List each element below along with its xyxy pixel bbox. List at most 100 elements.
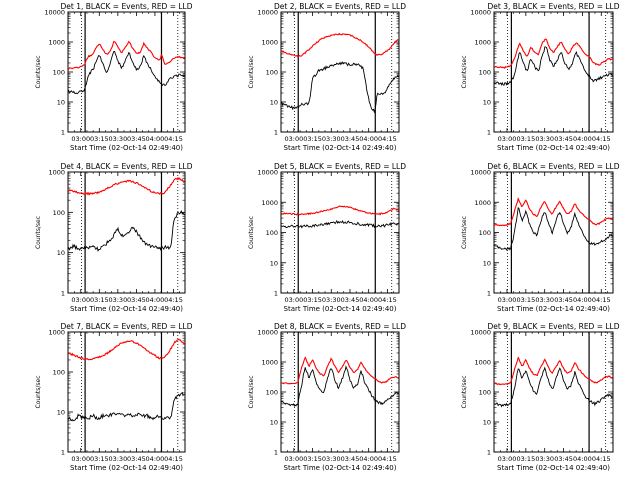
x-tick-label: 03:30 xyxy=(108,296,127,304)
x-tick-label: 04:00 xyxy=(573,455,592,463)
x-tick-label: 04:00 xyxy=(146,296,165,304)
x-tick-label: 03:00 xyxy=(71,135,90,143)
y-tick-label: 1 xyxy=(274,129,278,137)
y-tick-label: 1 xyxy=(61,290,65,298)
x-tick-label: 03:30 xyxy=(535,296,554,304)
y-axis-label: Counts/sec xyxy=(461,216,468,249)
x-tick-label: 03:00 xyxy=(71,455,90,463)
y-tick-label: 10 xyxy=(270,419,278,427)
lld-series-line xyxy=(494,356,613,386)
plot-title: Det 7, BLACK = Events, RED = LLD xyxy=(60,322,192,331)
y-tick-label: 1 xyxy=(61,449,65,457)
events-series-line xyxy=(494,366,613,408)
y-tick-label: 100 xyxy=(266,69,278,77)
lld-series-line xyxy=(68,176,185,196)
plot-title: Det 5, BLACK = Events, RED = LLD xyxy=(274,162,406,171)
y-tick-label: 100 xyxy=(479,229,491,237)
plot-title: Det 3, BLACK = Events, RED = LLD xyxy=(487,2,619,11)
y-axis-label: Counts/sec xyxy=(248,55,255,88)
plot-title: Det 2, BLACK = Events, RED = LLD xyxy=(274,2,406,11)
y-tick-label: 100 xyxy=(479,389,491,397)
y-axis-label: Counts/sec xyxy=(461,375,468,408)
y-tick-label: 1000 xyxy=(261,199,278,207)
x-axis-label: Start Time (02-Oct-14 02:49:40) xyxy=(70,464,183,472)
x-tick-label: 03:15 xyxy=(90,296,109,304)
events-series-line xyxy=(494,206,613,251)
events-series-line xyxy=(68,391,185,422)
y-tick-label: 10 xyxy=(483,259,491,267)
y-axis-label: Counts/sec xyxy=(248,216,255,249)
y-tick-label: 100 xyxy=(479,69,491,77)
x-tick-label: 03:15 xyxy=(303,455,322,463)
x-tick-label: 04:00 xyxy=(146,455,165,463)
y-tick-label: 10 xyxy=(57,99,65,107)
y-axis-label: Counts/sec xyxy=(35,216,42,249)
y-tick-label: 100 xyxy=(266,389,278,397)
x-tick-label: 03:00 xyxy=(498,296,517,304)
plot-frame xyxy=(67,171,186,294)
detector-panel-9: Det 9, BLACK = Events, RED = LLD Counts/s… xyxy=(461,322,620,472)
x-axis-label: Start Time (02-Oct-14 02:49:40) xyxy=(497,305,610,313)
x-tick-label: 03:45 xyxy=(127,455,146,463)
y-tick-label: 10 xyxy=(483,99,491,107)
events-series-line xyxy=(68,51,185,95)
x-tick-label: 04:00 xyxy=(359,296,378,304)
lld-series-line xyxy=(281,205,399,216)
x-tick-label: 04:00 xyxy=(359,135,378,143)
detector-panel-2: Det 2, BLACK = Events, RED = LLD Counts/s… xyxy=(248,2,406,152)
x-axis-label: Start Time (02-Oct-14 02:49:40) xyxy=(284,144,397,152)
x-tick-label: 03:45 xyxy=(341,296,360,304)
y-tick-label: 1 xyxy=(274,290,278,298)
x-tick-label: 03:00 xyxy=(285,135,304,143)
x-tick-label: 03:30 xyxy=(108,455,127,463)
x-tick-label: 03:15 xyxy=(303,135,322,143)
x-tick-label: 04:15 xyxy=(378,296,397,304)
x-tick-label: 03:00 xyxy=(71,296,90,304)
x-tick-label: 04:15 xyxy=(378,455,397,463)
y-tick-label: 10000 xyxy=(257,169,278,177)
y-axis-label: Counts/sec xyxy=(35,55,42,88)
x-tick-label: 04:15 xyxy=(164,455,183,463)
events-series-line xyxy=(281,219,399,229)
y-tick-label: 10000 xyxy=(44,9,65,17)
x-tick-label: 04:15 xyxy=(164,135,183,143)
plot-title: Det 4, BLACK = Events, RED = LLD xyxy=(60,162,192,171)
x-tick-label: 04:00 xyxy=(573,296,592,304)
y-tick-label: 1 xyxy=(61,129,65,137)
x-tick-label: 04:00 xyxy=(359,455,378,463)
x-axis-label: Start Time (02-Oct-14 02:49:40) xyxy=(284,305,397,313)
y-tick-label: 1000 xyxy=(48,329,65,337)
x-tick-label: 03:15 xyxy=(516,296,535,304)
y-axis-label: Counts/sec xyxy=(248,375,255,408)
detector-panel-5: Det 5, BLACK = Events, RED = LLD Counts/s… xyxy=(248,162,406,313)
x-tick-label: 03:45 xyxy=(554,296,573,304)
x-tick-label: 03:30 xyxy=(322,296,341,304)
x-tick-label: 03:00 xyxy=(285,296,304,304)
y-tick-label: 1 xyxy=(487,290,491,298)
plot-frame xyxy=(67,331,186,453)
x-tick-label: 03:15 xyxy=(90,135,109,143)
y-tick-label: 1000 xyxy=(261,39,278,47)
detector-panel-6: Det 6, BLACK = Events, RED = LLD Counts/s… xyxy=(461,162,620,313)
x-tick-label: 03:30 xyxy=(322,135,341,143)
x-tick-label: 04:15 xyxy=(164,296,183,304)
y-axis-label: Counts/sec xyxy=(461,55,468,88)
x-tick-label: 03:15 xyxy=(516,455,535,463)
y-tick-label: 1000 xyxy=(474,359,491,367)
detector-panel-8: Det 8, BLACK = Events, RED = LLD Counts/s… xyxy=(248,322,406,472)
y-tick-label: 10000 xyxy=(257,9,278,17)
y-tick-label: 1000 xyxy=(48,169,65,177)
y-tick-label: 1000 xyxy=(474,199,491,207)
plot-title: Det 9, BLACK = Events, RED = LLD xyxy=(487,322,619,331)
y-tick-label: 1 xyxy=(274,449,278,457)
y-tick-label: 1 xyxy=(487,449,491,457)
y-tick-label: 100 xyxy=(53,209,65,217)
y-tick-label: 10 xyxy=(270,259,278,267)
events-series-line xyxy=(494,46,613,86)
y-tick-label: 1 xyxy=(487,129,491,137)
y-tick-label: 10 xyxy=(270,99,278,107)
y-tick-label: 10 xyxy=(483,419,491,427)
x-tick-label: 03:00 xyxy=(498,455,517,463)
x-tick-label: 03:30 xyxy=(535,455,554,463)
x-tick-label: 03:45 xyxy=(127,135,146,143)
